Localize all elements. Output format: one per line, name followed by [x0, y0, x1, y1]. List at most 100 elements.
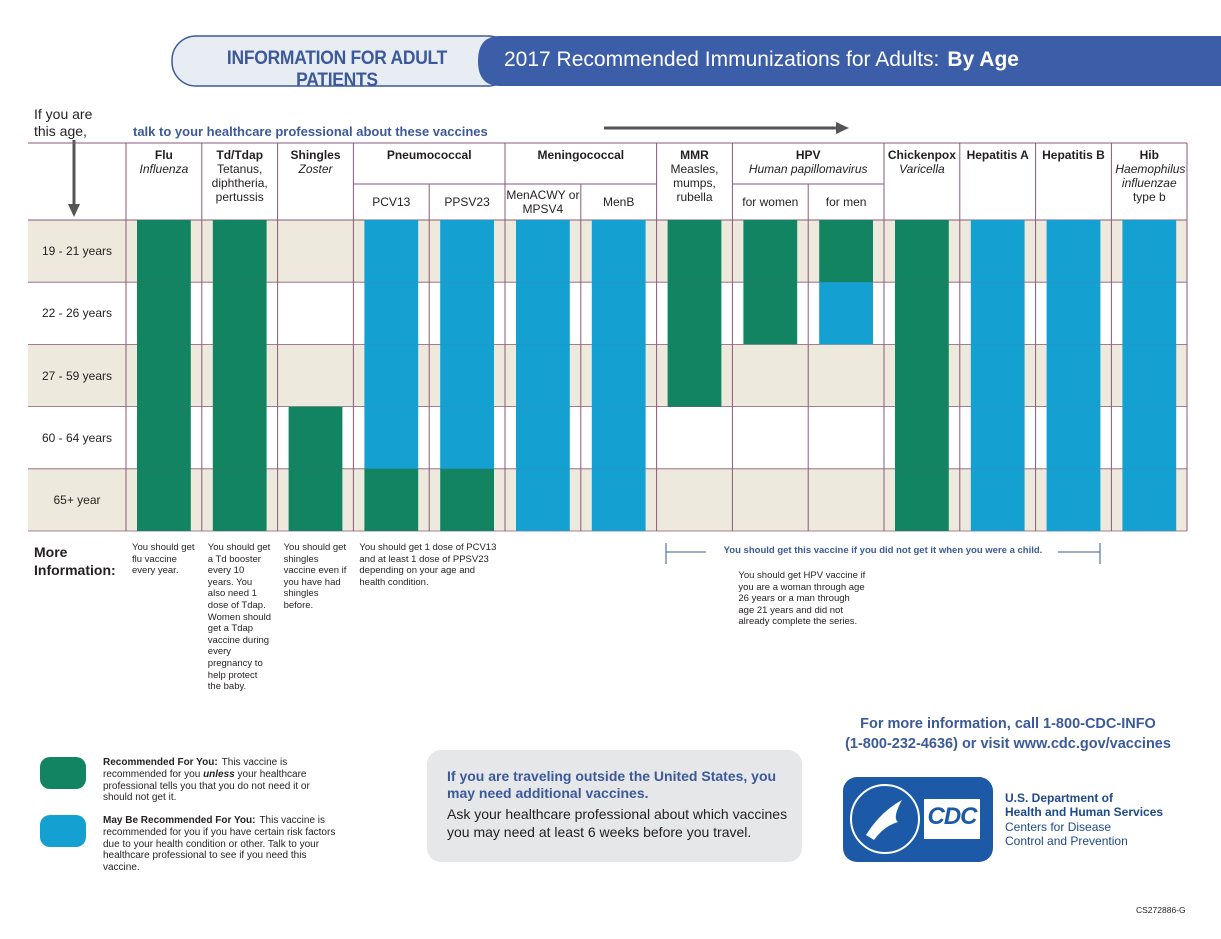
- vaccine-bar: [1046, 282, 1101, 345]
- vaccine-bar: [970, 282, 1025, 345]
- column-header: Meningococcal: [505, 148, 657, 162]
- vaccine-bar: [667, 344, 722, 407]
- vaccine-bar: [895, 406, 949, 469]
- vaccine-bar: [591, 282, 646, 345]
- legend-desc: This vaccine is recommended for you if y…: [103, 815, 336, 874]
- vaccine-latin: Varicella: [899, 162, 945, 176]
- vaccine-bar: [743, 220, 798, 283]
- vaccine-name: HPV: [795, 148, 821, 162]
- vaccine-bar: [288, 468, 343, 531]
- vaccine-bar: [1046, 406, 1101, 469]
- vaccine-bar: [1122, 406, 1177, 469]
- title-bold: By Age: [947, 48, 1019, 71]
- legend-desc: This vaccine is recommended for you: [103, 757, 288, 780]
- vaccine-bar: [516, 406, 570, 469]
- doc-code: CS272886-G: [1136, 905, 1186, 915]
- legend-swatch: [40, 757, 86, 789]
- vaccine-bar: [667, 220, 722, 283]
- vaccine-note: You should get HPV vaccine if you are a …: [738, 570, 866, 628]
- contact-line: For more information, call 1-800-CDC-INF…: [860, 716, 1156, 732]
- subcolumn-header: MenACWY or MPSV4: [506, 188, 580, 216]
- column-header: Pneumococcal: [353, 148, 505, 162]
- vaccine-latin: Zoster: [298, 162, 333, 176]
- vaccine-bar: [1046, 220, 1101, 283]
- vaccine-name: Flu: [154, 148, 173, 162]
- cdc-box: [924, 799, 980, 839]
- vaccine-note: You should get shingles vaccine even if …: [283, 542, 347, 611]
- vaccine-bar: [591, 344, 646, 407]
- legend-text: May Be Recommended For You: This vaccine …: [103, 815, 338, 874]
- legend-text: Recommended For You: This vaccine is reco…: [103, 757, 338, 804]
- vaccine-subtitle: Tetanus, diphtheria, pertussis: [211, 162, 268, 204]
- age-label: 27 - 59 years: [41, 368, 113, 383]
- hhs-center: Centers for Disease: [1005, 820, 1112, 834]
- vaccine-subtitle: Measles, mumps, rubella: [670, 162, 719, 204]
- vaccine-bar: [364, 344, 419, 407]
- vaccine-note: You should get flu vaccine every year.: [132, 542, 195, 577]
- vaccine-bar: [1122, 220, 1177, 283]
- vaccine-name: Shingles: [290, 148, 341, 162]
- vaccine-prompt: talk to your healthcare professional abo…: [133, 124, 488, 139]
- vaccine-bar: [288, 406, 343, 469]
- age-prompt: this age,: [34, 123, 87, 139]
- childhood-note: You should get this vaccine if you did n…: [708, 545, 1058, 556]
- legend-label: May Be Recommended For You:: [103, 815, 256, 826]
- vaccine-bar: [667, 282, 722, 345]
- vaccine-bar: [970, 468, 1025, 531]
- vaccine-bar: [516, 220, 570, 283]
- travel-text: Ask your healthcare professional about w…: [447, 806, 788, 840]
- age-label: 65+ year: [53, 492, 101, 507]
- vaccine-bar: [516, 282, 570, 345]
- bracket: [665, 543, 1101, 564]
- more-info: More Information:: [34, 544, 116, 578]
- subcolumn-header: PCV13: [372, 195, 411, 209]
- vaccine-name: Meningococcal: [537, 148, 625, 162]
- vaccine-bar: [364, 220, 419, 283]
- vaccine-bar: [819, 282, 873, 345]
- title: 2017 Recommended Immunizations for Adult…: [504, 48, 1019, 72]
- title-bar: [478, 36, 1221, 86]
- vaccine-bar: [1122, 344, 1177, 407]
- legend-swatch: [40, 815, 86, 847]
- hhs-department: U.S. Department of: [1005, 791, 1114, 805]
- column-header: Hib Haemophilus influenzae type b: [1111, 148, 1187, 204]
- vaccine-bar: [137, 344, 191, 407]
- vaccine-bar: [364, 468, 419, 531]
- vaccine-bar: [1046, 344, 1101, 407]
- vaccine-bar: [212, 282, 267, 345]
- cdc-logo-text: CDC: [927, 803, 978, 830]
- eagle: [866, 800, 902, 840]
- age-label: 22 - 26 years: [41, 306, 113, 321]
- hhs-department: Health and Human Services: [1005, 805, 1164, 819]
- vaccine-bar: [440, 220, 494, 283]
- vaccine-bar: [364, 406, 419, 469]
- vaccine-latin: Influenza: [139, 162, 189, 176]
- legend-label: Recommended For You:: [103, 757, 218, 768]
- vaccine-bar: [364, 282, 419, 345]
- vaccine-bar: [440, 406, 494, 469]
- vaccine-bar: [1122, 282, 1177, 345]
- tab-label: INFORMATION FOR ADULT PATIENTS: [226, 48, 448, 91]
- legend-emphasis: unless: [203, 768, 235, 780]
- column-header: HPV Human papillomavirus: [732, 148, 884, 176]
- vaccine-name: Hepatitis B: [1042, 148, 1105, 162]
- vaccine-name: MMR: [680, 148, 709, 162]
- vaccine-bar: [440, 468, 494, 531]
- title-text: 2017 Recommended Immunizations for Adult…: [504, 48, 940, 71]
- column-header: Hepatitis A: [960, 148, 1036, 162]
- column-header: Td/Tdap Tetanus, diphtheria, pertussis: [202, 148, 278, 204]
- legend-desc: your healthcare professional tells you t…: [103, 768, 310, 804]
- vaccine-note: You should get 1 dose of PCV13 and at le…: [359, 542, 497, 588]
- vaccine-bar: [1046, 468, 1101, 531]
- age-prompt: If you are: [34, 106, 93, 122]
- vaccine-bar: [970, 220, 1025, 283]
- contact-line: (1-800-232-4636) or visit www.cdc.gov/va…: [845, 736, 1171, 752]
- subcolumn-header: for women: [742, 195, 799, 209]
- column-header: Hepatitis B: [1036, 148, 1112, 162]
- column-header: MMR Measles, mumps, rubella: [657, 148, 733, 204]
- vaccine-bar: [212, 406, 267, 469]
- arrow-head: [836, 122, 849, 134]
- arrow-head: [68, 204, 80, 217]
- column-header: Flu Influenza: [126, 148, 202, 176]
